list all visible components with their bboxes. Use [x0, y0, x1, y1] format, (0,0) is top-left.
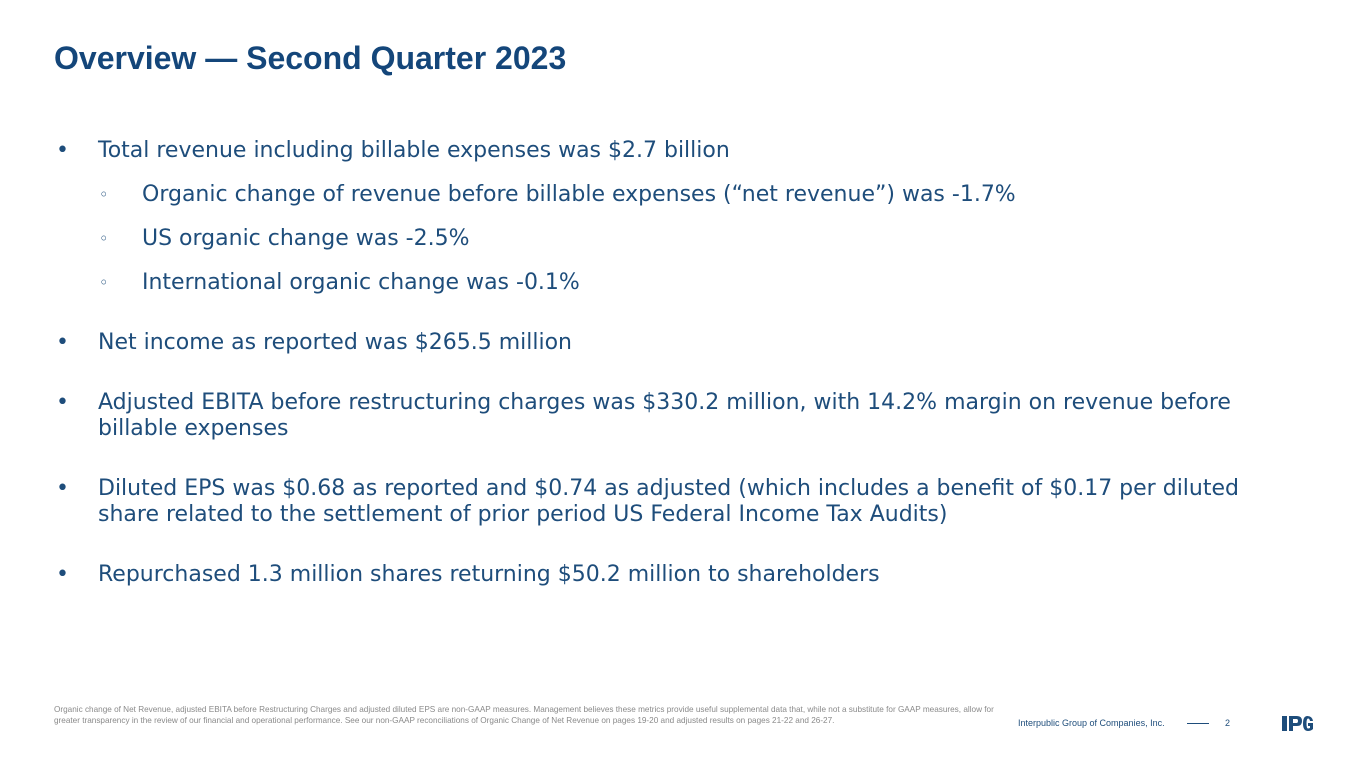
sub-bullet-marker: ◦ [99, 185, 109, 204]
slide-title: Overview — Second Quarter 2023 [54, 40, 567, 76]
bullet-text: Total revenue including billable expense… [98, 138, 730, 163]
sub-bullet-text: International organic change was -0.1% [142, 270, 580, 295]
sub-bullet-marker: ◦ [99, 229, 109, 248]
bullet-marker: • [56, 390, 69, 415]
bullet-text: Adjusted EBITA before restructuring char… [98, 390, 1231, 441]
sub-bullet-text: Organic change of revenue before billabl… [142, 182, 1016, 207]
bullet-item-diluted-eps: • Diluted EPS was $0.68 as reported and … [56, 476, 1256, 528]
bullet-list: • Total revenue including billable expen… [56, 138, 1256, 588]
logo-letter-p [1289, 716, 1302, 731]
bullet-item-repurchase: • Repurchased 1.3 million shares returni… [56, 562, 1256, 588]
footer-company-name: Interpublic Group of Companies, Inc. [1018, 718, 1165, 728]
bullet-item-adjusted-ebita: • Adjusted EBITA before restructuring ch… [56, 390, 1256, 442]
ipg-logo [1282, 716, 1313, 731]
footnote: Organic change of Net Revenue, adjusted … [54, 705, 994, 725]
logo-letter-g [1303, 716, 1313, 731]
bullet-item-total-revenue: • Total revenue including billable expen… [56, 138, 1256, 164]
page-number: 2 [1225, 718, 1231, 728]
bullet-marker: • [56, 476, 69, 501]
bullet-item-net-income: • Net income as reported was $265.5 mill… [56, 330, 1256, 356]
bullet-marker: • [56, 138, 69, 163]
bullet-marker: • [56, 330, 69, 355]
sub-bullet-organic-change: ◦ Organic change of revenue before billa… [56, 182, 1256, 208]
logo-letter-i [1282, 716, 1287, 731]
footer-divider [1187, 723, 1209, 724]
bullet-text: Repurchased 1.3 million shares returning… [98, 562, 880, 587]
bullet-marker: • [56, 562, 69, 587]
bullet-text: Diluted EPS was $0.68 as reported and $0… [98, 476, 1239, 527]
sub-bullet-international-organic: ◦ International organic change was -0.1% [56, 270, 1256, 296]
sub-bullet-us-organic: ◦ US organic change was -2.5% [56, 226, 1256, 252]
bullet-text: Net income as reported was $265.5 millio… [98, 330, 572, 355]
sub-bullet-text: US organic change was -2.5% [142, 226, 470, 251]
sub-bullet-marker: ◦ [99, 273, 109, 292]
